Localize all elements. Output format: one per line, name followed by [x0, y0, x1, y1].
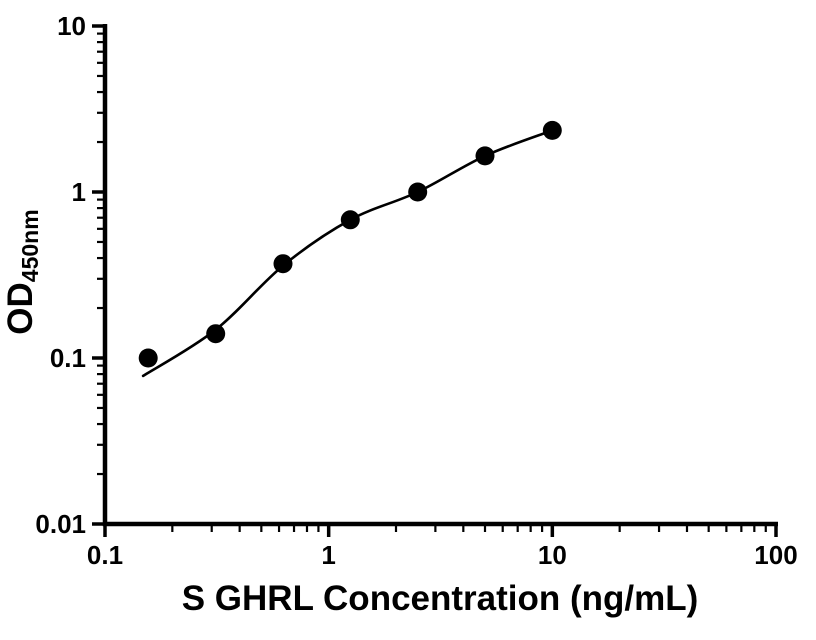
axes-layer: [102, 24, 778, 527]
data-points-layer: [138, 120, 562, 368]
y-axis-title-subscript: 450nm: [17, 209, 43, 282]
x-tick-label: 100: [754, 540, 797, 570]
y-tick-label: 1: [72, 177, 86, 207]
data-point: [138, 348, 158, 368]
y-axis-title-main: OD: [1, 282, 40, 335]
x-tick-label: 1: [321, 540, 335, 570]
y-tick-label: 0.01: [35, 509, 86, 539]
y-tick-label: 10: [57, 11, 86, 41]
x-tick-label: 10: [538, 540, 567, 570]
y-tick-label: 0.1: [50, 343, 86, 373]
data-point: [273, 254, 293, 274]
fit-curve: [141, 129, 554, 378]
data-point: [206, 324, 226, 344]
data-point: [542, 120, 562, 140]
x-axis-title: S GHRL Concentration (ng/mL): [182, 579, 699, 618]
data-point: [408, 182, 428, 202]
y-axis-title: OD450nm: [1, 209, 43, 334]
data-point: [475, 146, 495, 166]
fit-curve-layer: [141, 129, 554, 378]
x-tick-label: 0.1: [87, 540, 123, 570]
data-point: [340, 210, 360, 230]
axis-spines: [102, 24, 778, 527]
ticks-layer: [92, 24, 778, 537]
